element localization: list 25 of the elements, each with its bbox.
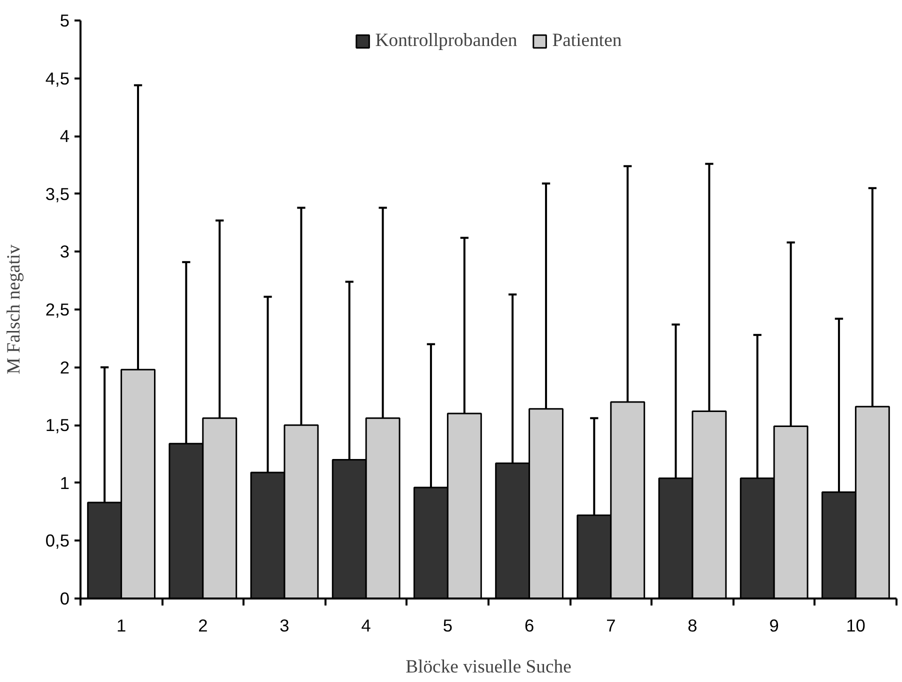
x-tick-label: 3 (280, 616, 290, 636)
y-tick-label: 2,5 (45, 300, 70, 320)
y-tick-label: 0,5 (45, 530, 70, 551)
x-axis-title: Blöcke visuelle Suche (406, 656, 572, 678)
legend-label: Patienten (552, 30, 622, 52)
x-tick-label: 8 (688, 616, 698, 636)
x-tick-label: 4 (361, 616, 372, 636)
x-tick-label: 6 (524, 616, 534, 636)
x-tick-label: 10 (846, 616, 866, 636)
y-tick-label: 1,5 (45, 415, 70, 436)
x-tick-label: 5 (442, 616, 453, 636)
x-tick-label: 9 (769, 616, 779, 636)
y-tick-label: 4,5 (45, 68, 70, 88)
y-tick-label: 3 (60, 242, 70, 262)
y-tick-label: 3,5 (45, 184, 70, 204)
x-tick-label: 2 (198, 616, 208, 636)
legend-label: Kontrollprobanden (375, 30, 518, 52)
y-tick-label: 1 (60, 472, 70, 493)
y-tick-label: 0 (60, 588, 70, 608)
y-tick-label: 4 (60, 126, 70, 146)
y-tick-label: 2 (60, 357, 70, 378)
y-axis-title: M Falsch negativ (3, 244, 24, 374)
x-tick-label: 1 (116, 616, 126, 636)
y-tick-label: 5 (60, 10, 70, 30)
x-tick-label: 7 (606, 616, 616, 636)
